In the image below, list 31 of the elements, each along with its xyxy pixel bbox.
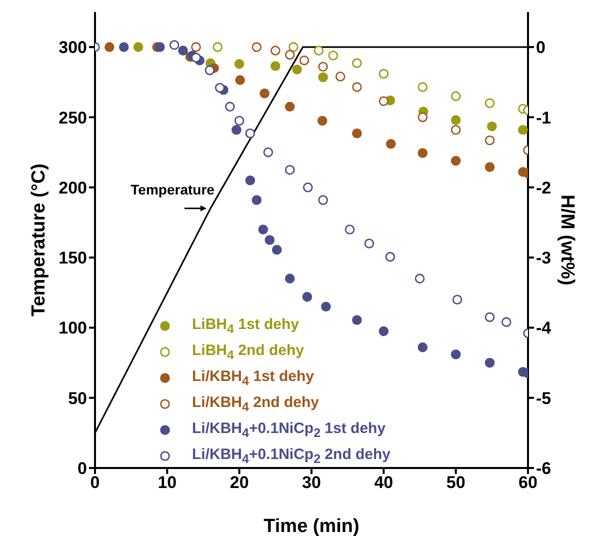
legend-label: Li/KBH$_{4}$ 2nd dehy [192, 394, 319, 414]
y2-tick-label: -2 [536, 178, 552, 198]
y2-tick-label: -6 [536, 459, 552, 478]
y2-axis-title: H/M (wt%) [556, 194, 578, 286]
series-label: Temperature [130, 181, 215, 198]
y-tick-label: 0 [78, 459, 87, 478]
x-tick-label: 50 [446, 473, 466, 492]
x-tick-label: 20 [230, 473, 249, 492]
x-tick-label: 0 [90, 473, 100, 492]
legend-label: Li/KBH$_{4}$+0.1NiCp$_{2}$ 1st dehy [192, 420, 386, 440]
y2-tick-label: -1 [536, 108, 552, 128]
y-tick-label: 300 [58, 38, 87, 58]
x-tick-label: 40 [374, 473, 394, 492]
y-tick-label: 100 [58, 318, 87, 338]
y2-tick-label: -3 [536, 248, 552, 268]
legend-label: Li/KBH$_{4}$ 1st dehy [192, 368, 314, 388]
y-tick-label: 200 [58, 178, 87, 198]
y2-tick-label: -4 [536, 318, 552, 338]
x-tick-label: 10 [158, 473, 177, 492]
legend-label: Li/KBH$_{4}$+0.1NiCp$_{2}$ 2nd dehy [192, 446, 391, 466]
x-axis-title: Time (min) [264, 516, 360, 536]
y-tick-label: 50 [68, 388, 87, 408]
y-tick-label: 250 [58, 108, 87, 128]
y2-tick-label: -5 [536, 388, 552, 408]
legend-label: LiBH$_{4}$ 1st dehy [192, 316, 299, 336]
y-tick-label: 150 [58, 248, 87, 268]
y2-tick-label: 0 [536, 38, 546, 58]
legend-label: LiBH$_{4}$ 2nd dehy [192, 342, 304, 362]
y-axis-title: Temperature (°C) [28, 164, 50, 316]
x-tick-label: 60 [518, 473, 538, 492]
x-tick-label: 30 [302, 473, 321, 492]
